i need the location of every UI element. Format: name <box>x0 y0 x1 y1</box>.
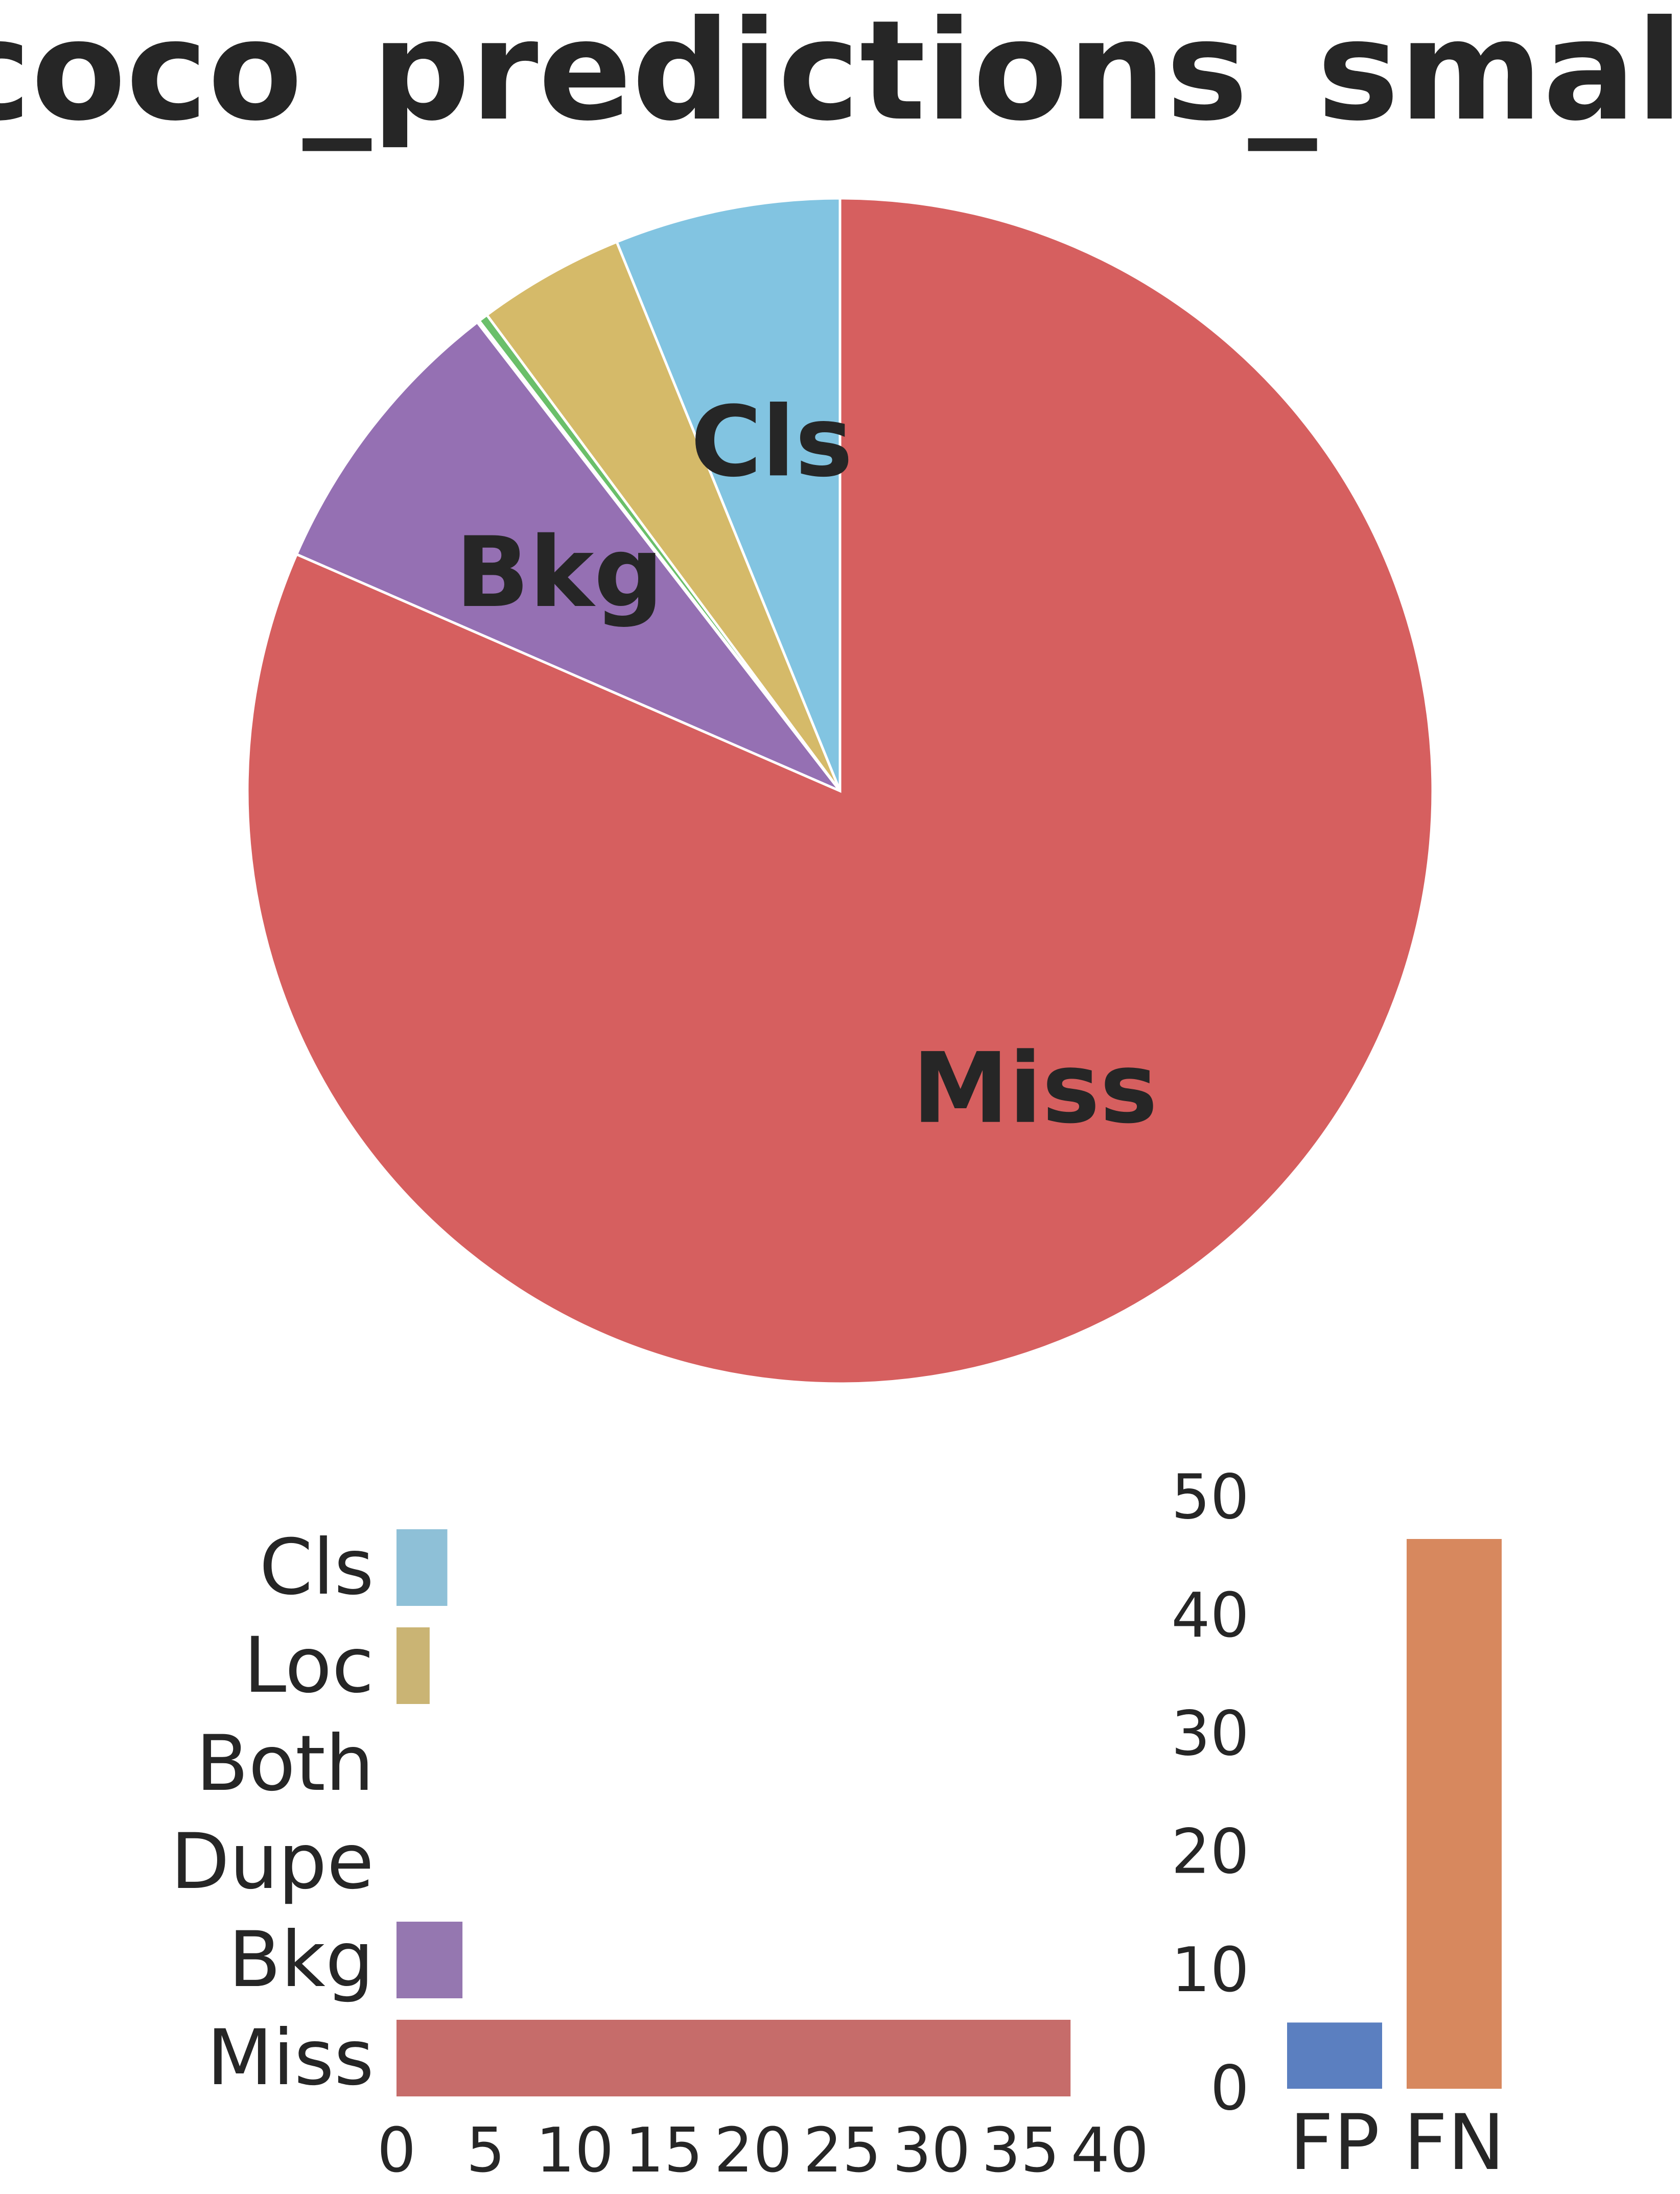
x-tick-label: 15 <box>625 2115 703 2186</box>
category-label-loc: Loc <box>244 1621 374 1710</box>
pie-slice-miss <box>246 197 1434 1385</box>
bar-loc <box>396 1627 430 1704</box>
x-tick-label: 5 <box>466 2115 505 2186</box>
category-label-cls: Cls <box>259 1523 374 1612</box>
category-label-dupe: Dupe <box>171 1817 374 1906</box>
y-tick-label: 20 <box>1171 1817 1249 1888</box>
bar-bkg <box>396 1922 463 1998</box>
category-label-bkg: Bkg <box>228 1916 374 2004</box>
bar-fn <box>1407 1539 1502 2089</box>
pie-label-bkg: Bkg <box>455 516 663 629</box>
fp-fn-bar-chart: FP FN 0 10 20 30 40 50 <box>1171 1462 1505 2188</box>
pie-slice-cls <box>615 197 842 791</box>
x-tick-label: 0 <box>377 2115 416 2186</box>
y-tick-label: 0 <box>1210 2053 1249 2125</box>
y-tick-label: 10 <box>1171 1935 1249 2006</box>
bar-cls <box>396 1529 448 1606</box>
pie-slice-bkg <box>295 320 841 792</box>
x-tick-label: 10 <box>536 2115 614 2186</box>
category-label-both: Both <box>196 1719 374 1808</box>
category-label-fn: FN <box>1404 2098 1505 2187</box>
pie-slice-loc <box>485 240 842 792</box>
pie-label-cls: Cls <box>691 385 853 498</box>
category-label-fp: FP <box>1290 2098 1380 2187</box>
y-tick-label: 30 <box>1171 1698 1249 1769</box>
pie-label-miss: Miss <box>912 1032 1157 1145</box>
x-tick-label: 40 <box>1071 2115 1149 2186</box>
x-tick-label: 35 <box>982 2115 1060 2186</box>
bar-miss <box>396 2020 1071 2096</box>
y-tick-label: 40 <box>1171 1580 1249 1651</box>
x-tick-label: 30 <box>893 2115 971 2186</box>
y-tick-label: 50 <box>1171 1462 1249 1533</box>
x-tick-label: 25 <box>803 2115 881 2186</box>
chart-title: coco_predictions_small <box>0 0 1680 153</box>
category-label-miss: Miss <box>207 2014 374 2103</box>
bar-fp <box>1287 2022 1382 2089</box>
x-tick-label: 20 <box>714 2115 792 2186</box>
